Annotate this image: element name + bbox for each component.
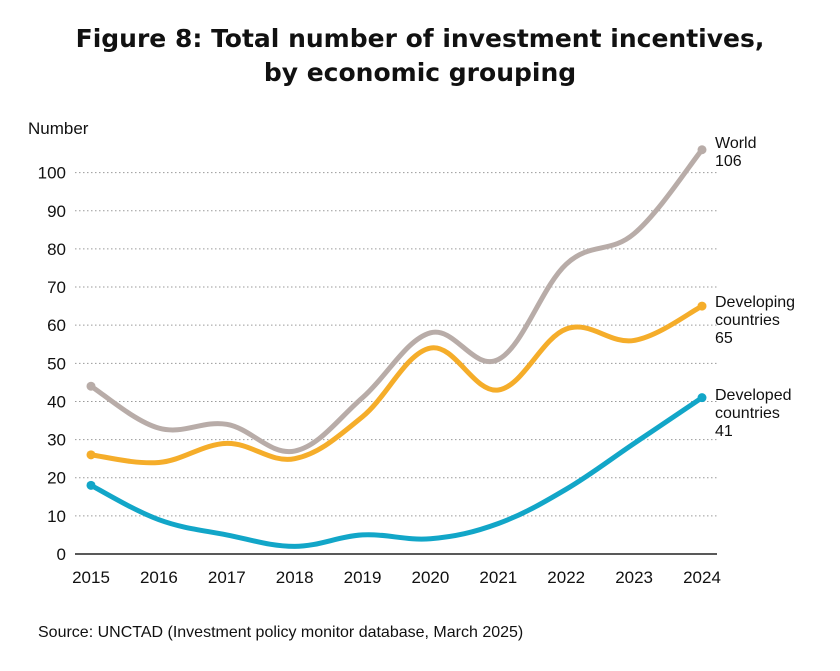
- y-tick-label-100: 100: [38, 164, 66, 183]
- series-label-developing-countries-line-3: 65: [715, 330, 733, 347]
- series-label-developing-countries-line-1: Developing: [715, 294, 795, 311]
- series-label-developing-countries-line-2: countries: [715, 312, 780, 329]
- data-point-developing-countries-2024: [697, 301, 707, 311]
- y-tick-label-30: 30: [47, 431, 66, 450]
- y-tick-label-50: 50: [47, 354, 66, 373]
- y-tick-label-70: 70: [47, 278, 66, 297]
- x-tick-label-2015: 2015: [72, 568, 110, 587]
- y-tick-label-90: 90: [47, 202, 66, 221]
- chart-title: Figure 8: Total number of investment inc…: [0, 22, 840, 90]
- chart-title-line-2: by economic grouping: [263, 58, 577, 87]
- y-tick-label-80: 80: [47, 240, 66, 259]
- data-point-world-2015: [86, 381, 96, 391]
- y-tick-label-10: 10: [47, 507, 66, 526]
- y-tick-label-20: 20: [47, 469, 66, 488]
- x-tick-label-2018: 2018: [276, 568, 314, 587]
- x-tick-label-2023: 2023: [615, 568, 653, 587]
- data-point-world-2024: [697, 145, 707, 155]
- y-tick-label-60: 60: [47, 316, 66, 335]
- data-point-developing-countries-2015: [86, 450, 96, 460]
- series-label-developed-countries-line-1: Developed: [715, 387, 792, 404]
- x-tick-label-2016: 2016: [140, 568, 178, 587]
- x-tick-label-2020: 2020: [412, 568, 450, 587]
- series-label-developed-countries-line-2: countries: [715, 405, 780, 422]
- series-line-world: [88, 147, 705, 455]
- y-tick-label-0: 0: [57, 545, 66, 564]
- x-tick-label-2024: 2024: [683, 568, 721, 587]
- data-point-developed-countries-2024: [697, 393, 707, 403]
- x-tick-label-2022: 2022: [547, 568, 585, 587]
- series-line-developed-countries: [88, 395, 705, 549]
- x-tick-label-2017: 2017: [208, 568, 246, 587]
- data-point-developed-countries-2015: [86, 480, 96, 490]
- series-label-world-line-2: 106: [715, 153, 742, 170]
- y-tick-label-40: 40: [47, 392, 66, 411]
- x-tick-label-2019: 2019: [344, 568, 382, 587]
- y-axis-label: Number: [28, 119, 89, 138]
- series-label-world-line-1: World: [715, 135, 757, 152]
- series-label-developed-countries-line-3: 41: [715, 423, 733, 440]
- source-note: Source: UNCTAD (Investment policy monito…: [38, 624, 524, 641]
- x-tick-label-2021: 2021: [479, 568, 517, 587]
- series-line-developing-countries: [88, 303, 705, 466]
- chart-title-line-1: Figure 8: Total number of investment inc…: [75, 24, 765, 53]
